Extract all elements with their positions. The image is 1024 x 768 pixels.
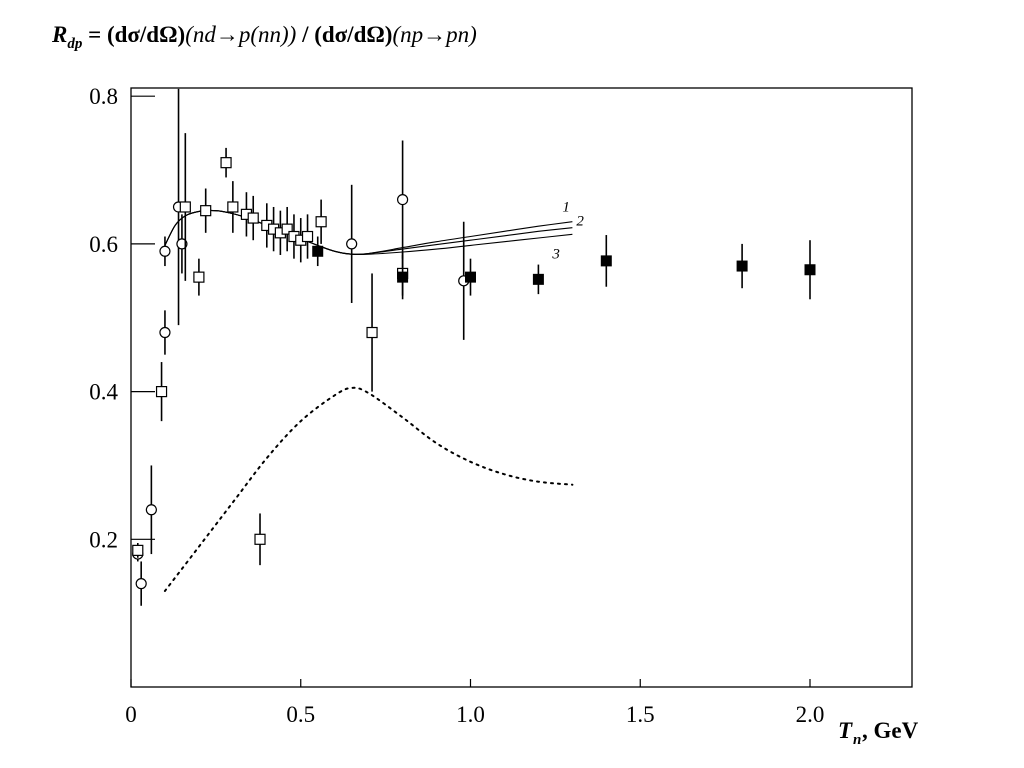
open-square-marker	[179, 201, 191, 213]
open-square-marker	[301, 230, 314, 243]
data-point	[397, 140, 409, 259]
data-point	[532, 264, 544, 295]
filled-square-marker	[600, 255, 612, 267]
y-tick-label: 0.6	[89, 232, 118, 257]
title-num-proc: (nd→p(nn))	[185, 22, 297, 47]
filled-square-marker	[804, 264, 816, 276]
open-square-marker	[247, 212, 259, 224]
x-tick-label: 0.5	[286, 702, 315, 727]
circle-marker	[145, 504, 157, 516]
open-square-marker	[254, 533, 266, 545]
open-square-marker	[315, 216, 327, 228]
data-point	[254, 513, 266, 566]
open-square-marker	[227, 201, 239, 213]
title-lhs-main: R	[52, 22, 68, 47]
circle-marker	[176, 238, 188, 250]
circle-marker	[346, 238, 358, 250]
points-layer	[132, 88, 816, 606]
data-point	[220, 147, 232, 178]
data-point	[135, 561, 147, 606]
data-point	[247, 195, 259, 241]
chart-title: Rdp = (dσ/dΩ)(nd→p(nn)) / (dσ/dΩ)(np→pn)	[52, 22, 477, 54]
data-point	[145, 465, 157, 555]
data-point	[176, 214, 188, 274]
data-point	[301, 214, 314, 259]
title-den-bold: (dσ/dΩ)	[314, 22, 393, 47]
y-tick-label: 0.8	[89, 84, 118, 109]
title-lhs-sub: dp	[67, 35, 83, 52]
data-point	[281, 206, 293, 252]
data-point	[227, 181, 239, 233]
data-point	[155, 362, 168, 422]
title-num-bold: (dσ/dΩ)	[106, 22, 186, 47]
data-point	[193, 258, 205, 296]
x-tick-label: 1.0	[456, 702, 485, 727]
y-tick-label: 0.4	[89, 380, 118, 405]
data-point	[200, 188, 212, 233]
data-point	[159, 310, 171, 355]
data-point	[465, 258, 476, 296]
data-point	[804, 240, 816, 300]
axes-layer: 0 0.5 1.0 1.5 2.0 0.2 0.4 0.6 0.8	[89, 84, 824, 727]
x-axis-title-unit: , GeV	[862, 718, 919, 743]
open-square-marker	[281, 223, 293, 235]
data-point	[159, 236, 171, 267]
open-square-marker	[366, 326, 378, 339]
circle-marker	[159, 245, 171, 257]
curve-3	[164, 209, 573, 256]
data-point	[315, 199, 327, 244]
title-eq: =	[82, 22, 107, 47]
plot-frame	[130, 87, 913, 688]
open-square-marker	[132, 544, 144, 556]
dotted-curve	[163, 386, 574, 592]
data-point	[346, 184, 358, 303]
title-slash: /	[296, 22, 315, 47]
data-point	[736, 243, 748, 289]
data-point	[312, 236, 324, 267]
x-axis-title: T n , GeV	[838, 718, 919, 748]
circle-marker	[135, 578, 147, 590]
curves-layer: 123	[163, 200, 584, 592]
open-square-marker	[155, 386, 168, 398]
data-point	[179, 133, 191, 281]
circle-marker	[159, 326, 171, 339]
curve-label-2: 2	[576, 214, 584, 230]
data-point	[366, 273, 378, 392]
x-tick-label: 2.0	[796, 702, 825, 727]
x-axis-title-sub: n	[853, 732, 861, 748]
filled-square-marker	[532, 273, 544, 285]
filled-square-marker	[465, 271, 476, 283]
open-square-marker	[193, 271, 205, 283]
curve-2	[164, 209, 573, 255]
data-point	[600, 235, 612, 287]
filled-square-marker	[736, 260, 748, 272]
data-point	[397, 254, 409, 300]
open-square-marker	[200, 205, 212, 217]
curve-1	[164, 209, 573, 255]
title-den-proc: (np→pn)	[392, 22, 477, 47]
x-tick-label: 1.5	[626, 702, 655, 727]
x-tick-label: 0	[125, 702, 137, 727]
filled-square-marker	[312, 245, 324, 257]
circle-marker	[397, 193, 409, 206]
filled-square-marker	[397, 271, 409, 283]
curve-label-3: 3	[551, 246, 560, 262]
curve-label-1: 1	[562, 200, 570, 216]
x-axis-title-main: T	[838, 718, 853, 743]
data-point	[132, 542, 144, 558]
open-square-marker	[220, 157, 232, 169]
y-tick-label: 0.2	[89, 527, 118, 552]
